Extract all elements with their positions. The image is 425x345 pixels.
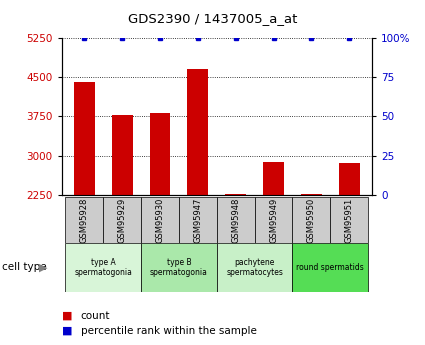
Text: ▶: ▶ — [39, 263, 48, 273]
Text: GDS2390 / 1437005_a_at: GDS2390 / 1437005_a_at — [128, 12, 297, 25]
Bar — [65, 197, 103, 243]
Text: GSM95947: GSM95947 — [193, 197, 202, 243]
Bar — [65, 243, 141, 292]
Bar — [187, 69, 208, 195]
Text: type A
spermatogonia: type A spermatogonia — [74, 258, 132, 277]
Bar — [112, 115, 133, 195]
Text: count: count — [81, 311, 110, 321]
Text: pachytene
spermatocytes: pachytene spermatocytes — [226, 258, 283, 277]
Bar — [141, 243, 217, 292]
Text: GSM95948: GSM95948 — [231, 197, 240, 243]
Text: round spermatids: round spermatids — [296, 263, 364, 272]
Text: GSM95930: GSM95930 — [156, 197, 164, 243]
Bar — [301, 194, 322, 195]
Text: GSM95929: GSM95929 — [118, 197, 127, 243]
Bar — [217, 243, 292, 292]
Bar — [292, 243, 368, 292]
Bar — [225, 194, 246, 195]
Bar — [292, 197, 330, 243]
Bar — [150, 113, 170, 195]
Bar — [339, 163, 360, 195]
Bar — [330, 197, 368, 243]
Text: GSM95950: GSM95950 — [307, 197, 316, 243]
Bar — [179, 197, 217, 243]
Bar — [141, 197, 179, 243]
Bar — [255, 197, 292, 243]
Text: GSM95928: GSM95928 — [80, 197, 89, 243]
Bar — [217, 197, 255, 243]
Text: cell type: cell type — [2, 263, 47, 272]
Text: type B
spermatogonia: type B spermatogonia — [150, 258, 208, 277]
Bar — [263, 162, 284, 195]
Text: percentile rank within the sample: percentile rank within the sample — [81, 326, 257, 335]
Bar — [74, 82, 95, 195]
Text: GSM95951: GSM95951 — [345, 197, 354, 243]
Text: ■: ■ — [62, 311, 72, 321]
Bar — [103, 197, 141, 243]
Text: ■: ■ — [62, 326, 72, 335]
Text: GSM95949: GSM95949 — [269, 197, 278, 243]
